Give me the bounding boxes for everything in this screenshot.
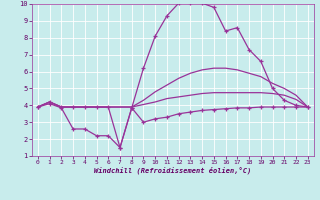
- X-axis label: Windchill (Refroidissement éolien,°C): Windchill (Refroidissement éolien,°C): [94, 167, 252, 174]
